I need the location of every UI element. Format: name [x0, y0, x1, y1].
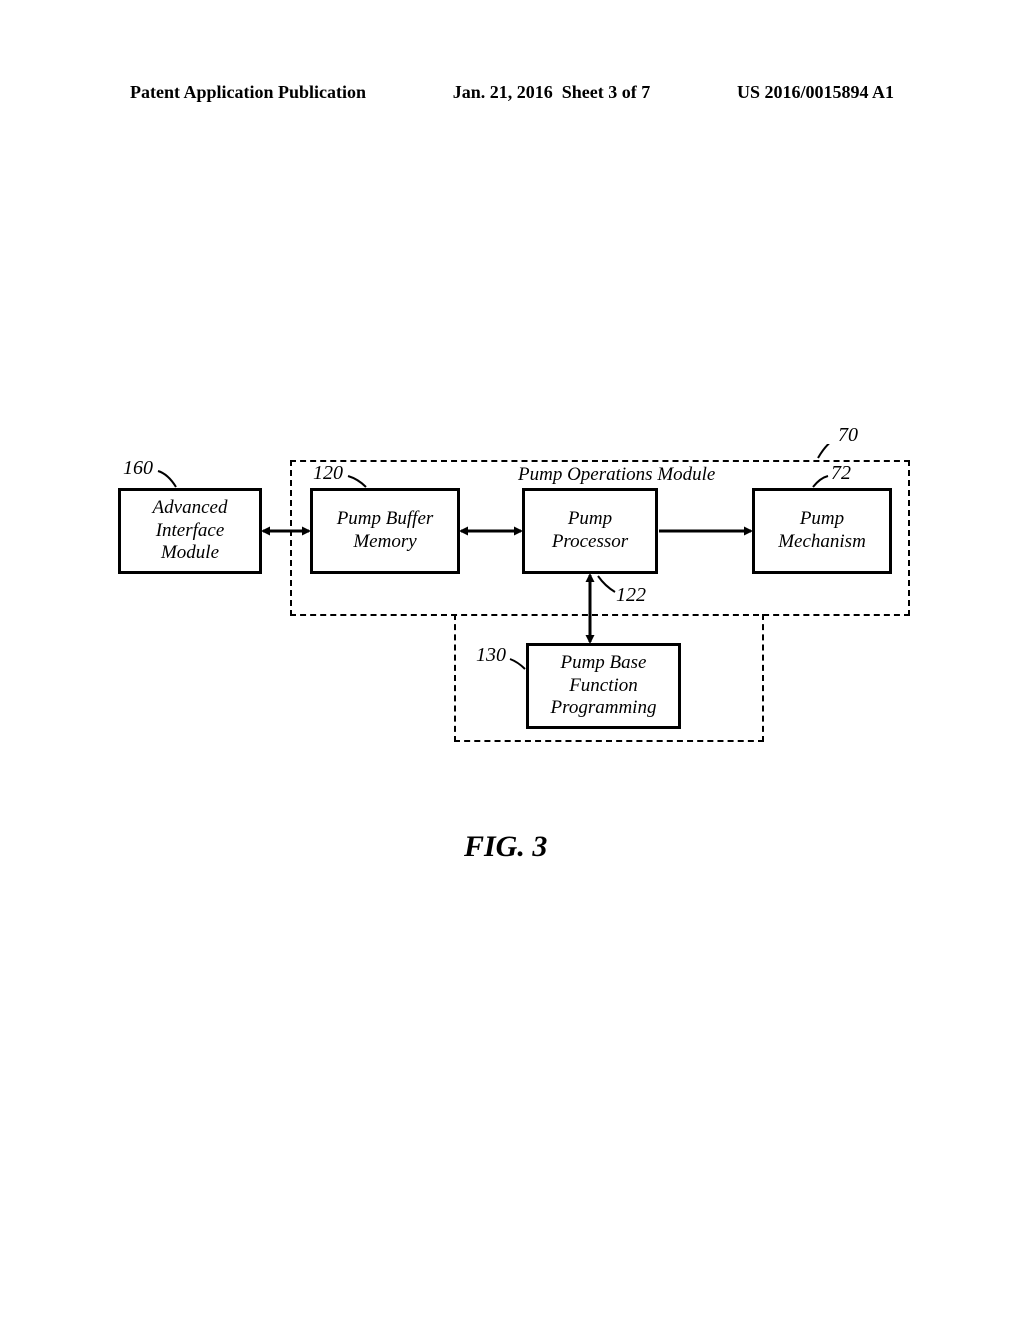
- base-line3: Programming: [551, 697, 657, 720]
- ref-122: 122: [616, 584, 646, 607]
- ref-160: 160: [123, 457, 153, 480]
- header-left: Patent Application Publication: [130, 82, 366, 103]
- buffer-line1: Pump Buffer: [337, 508, 434, 531]
- diagram: Pump Operations Module Advanced Interfac…: [118, 444, 912, 804]
- ref-120: 120: [313, 462, 343, 485]
- proc-line1: Pump: [568, 508, 612, 531]
- ref-130: 130: [476, 644, 506, 667]
- header-center: Jan. 21, 2016 Sheet 3 of 7: [453, 82, 651, 103]
- pump-mechanism-box: Pump Mechanism: [752, 488, 892, 574]
- page-header: Patent Application Publication Jan. 21, …: [0, 82, 1024, 103]
- mech-line2: Mechanism: [778, 531, 866, 554]
- base-line2: Function: [569, 675, 638, 698]
- ref-72: 72: [831, 462, 851, 485]
- ref-70: 70: [838, 424, 858, 447]
- pump-processor-box: Pump Processor: [522, 488, 658, 574]
- mech-line1: Pump: [800, 508, 844, 531]
- advanced-interface-module-box: Advanced Interface Module: [118, 488, 262, 574]
- module-title: Pump Operations Module: [518, 464, 715, 486]
- aim-line1: Advanced: [153, 497, 228, 520]
- header-date: Jan. 21, 2016: [453, 82, 553, 102]
- base-line1: Pump Base: [560, 652, 646, 675]
- header-sheet: Sheet 3 of 7: [562, 82, 651, 102]
- figure-label: FIG. 3: [464, 830, 547, 864]
- pump-buffer-memory-box: Pump Buffer Memory: [310, 488, 460, 574]
- aim-line3: Module: [161, 542, 219, 565]
- header-right: US 2016/0015894 A1: [737, 82, 894, 103]
- pump-base-function-box: Pump Base Function Programming: [526, 643, 681, 729]
- buffer-line2: Memory: [353, 531, 416, 554]
- aim-line2: Interface: [156, 520, 225, 543]
- proc-line2: Processor: [552, 531, 628, 554]
